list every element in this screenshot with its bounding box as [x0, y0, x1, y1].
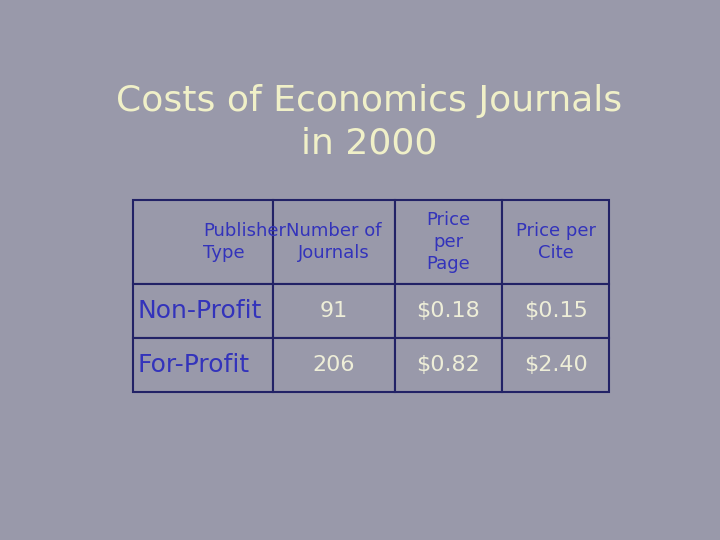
- Text: $0.18: $0.18: [416, 301, 480, 321]
- Bar: [132, 284, 273, 338]
- Text: Costs of Economics Journals
in 2000: Costs of Economics Journals in 2000: [116, 84, 622, 160]
- Text: Publisher
Type: Publisher Type: [203, 222, 286, 262]
- Bar: [395, 284, 502, 338]
- Bar: [502, 338, 609, 392]
- Bar: [132, 338, 273, 392]
- Text: $0.15: $0.15: [523, 301, 588, 321]
- Text: Non-Profit: Non-Profit: [138, 299, 261, 323]
- Bar: [395, 200, 502, 284]
- Bar: [273, 338, 395, 392]
- Text: Price
per
Page: Price per Page: [426, 211, 470, 273]
- Bar: [273, 200, 395, 284]
- Bar: [273, 284, 395, 338]
- Text: 206: 206: [312, 355, 355, 375]
- Text: $2.40: $2.40: [523, 355, 588, 375]
- Bar: [395, 338, 502, 392]
- Text: Price per
Cite: Price per Cite: [516, 222, 595, 262]
- Text: For-Profit: For-Profit: [138, 353, 249, 377]
- Text: Number of
Journals: Number of Journals: [287, 222, 382, 262]
- Text: $0.82: $0.82: [416, 355, 480, 375]
- Text: 91: 91: [320, 301, 348, 321]
- Bar: [132, 200, 273, 284]
- Bar: [502, 200, 609, 284]
- Bar: [502, 284, 609, 338]
